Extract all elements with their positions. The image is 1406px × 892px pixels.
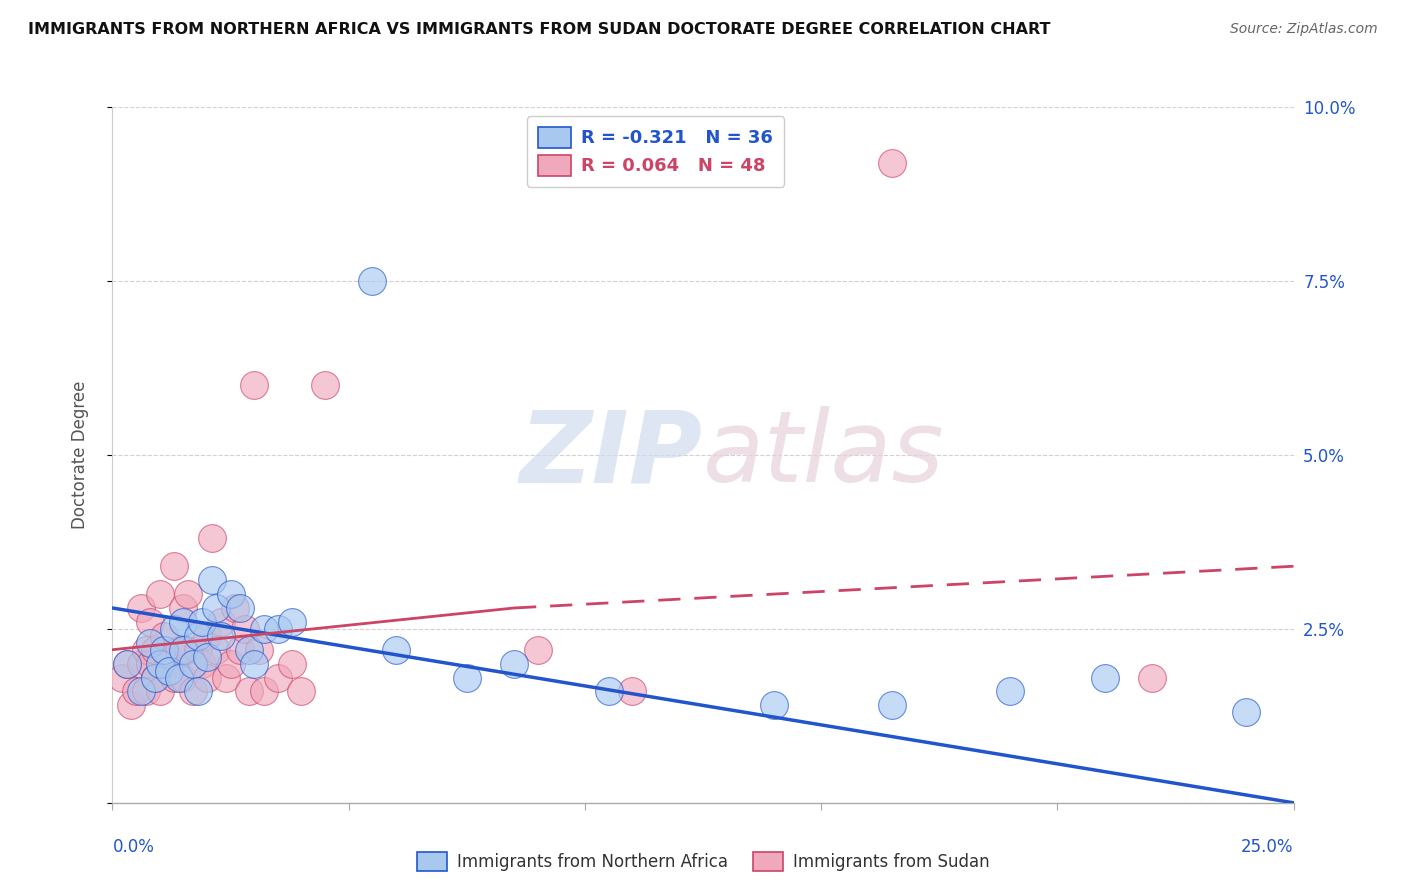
Point	[456, 671, 478, 685]
Point	[135, 642, 157, 657]
Point	[880, 698, 903, 713]
Text: ZIP: ZIP	[520, 407, 703, 503]
Point	[125, 684, 148, 698]
Point	[598, 684, 620, 698]
Point	[186, 629, 208, 643]
Point	[205, 601, 228, 615]
Point	[129, 657, 152, 671]
Point	[238, 642, 260, 657]
Point	[1094, 671, 1116, 685]
Point	[224, 601, 246, 615]
Point	[157, 657, 180, 671]
Point	[177, 642, 200, 657]
Legend: Immigrants from Northern Africa, Immigrants from Sudan: Immigrants from Northern Africa, Immigra…	[411, 846, 995, 878]
Text: 0.0%: 0.0%	[112, 838, 155, 855]
Point	[181, 684, 204, 698]
Point	[998, 684, 1021, 698]
Point	[177, 587, 200, 601]
Point	[167, 671, 190, 685]
Point	[149, 684, 172, 698]
Point	[361, 274, 384, 288]
Point	[238, 684, 260, 698]
Point	[1140, 671, 1163, 685]
Point	[129, 601, 152, 615]
Point	[385, 642, 408, 657]
Point	[167, 642, 190, 657]
Point	[281, 657, 304, 671]
Point	[195, 649, 218, 664]
Point	[219, 657, 242, 671]
Point	[139, 636, 162, 650]
Point	[149, 657, 172, 671]
Point	[115, 657, 138, 671]
Point	[153, 642, 176, 657]
Point	[143, 671, 166, 685]
Text: 25.0%: 25.0%	[1241, 838, 1294, 855]
Point	[191, 657, 214, 671]
Point	[111, 671, 134, 685]
Point	[1234, 706, 1257, 720]
Point	[880, 155, 903, 169]
Point	[163, 559, 186, 574]
Point	[195, 671, 218, 685]
Point	[314, 378, 336, 392]
Point	[229, 601, 252, 615]
Point	[186, 684, 208, 698]
Point	[120, 698, 142, 713]
Point	[503, 657, 526, 671]
Point	[191, 615, 214, 629]
Point	[186, 642, 208, 657]
Point	[181, 657, 204, 671]
Point	[209, 629, 232, 643]
Point	[219, 587, 242, 601]
Point	[172, 615, 194, 629]
Point	[243, 378, 266, 392]
Point	[143, 642, 166, 657]
Point	[253, 622, 276, 636]
Point	[157, 664, 180, 678]
Point	[253, 684, 276, 698]
Point	[267, 671, 290, 685]
Point	[243, 657, 266, 671]
Point	[526, 642, 548, 657]
Point	[139, 657, 162, 671]
Point	[281, 615, 304, 629]
Point	[233, 622, 256, 636]
Point	[172, 671, 194, 685]
Point	[201, 532, 224, 546]
Point	[215, 671, 238, 685]
Point	[149, 587, 172, 601]
Point	[153, 629, 176, 643]
Point	[172, 601, 194, 615]
Y-axis label: Doctorate Degree: Doctorate Degree	[70, 381, 89, 529]
Point	[143, 671, 166, 685]
Point	[201, 573, 224, 587]
Point	[163, 622, 186, 636]
Point	[172, 642, 194, 657]
Point	[195, 629, 218, 643]
Point	[129, 684, 152, 698]
Point	[621, 684, 644, 698]
Point	[209, 615, 232, 629]
Point	[115, 657, 138, 671]
Point	[290, 684, 312, 698]
Point	[135, 684, 157, 698]
Text: IMMIGRANTS FROM NORTHERN AFRICA VS IMMIGRANTS FROM SUDAN DOCTORATE DEGREE CORREL: IMMIGRANTS FROM NORTHERN AFRICA VS IMMIG…	[28, 22, 1050, 37]
Point	[163, 671, 186, 685]
Text: atlas: atlas	[703, 407, 945, 503]
Text: Source: ZipAtlas.com: Source: ZipAtlas.com	[1230, 22, 1378, 37]
Point	[247, 642, 270, 657]
Point	[205, 642, 228, 657]
Point	[139, 615, 162, 629]
Point	[762, 698, 785, 713]
Point	[267, 622, 290, 636]
Point	[229, 642, 252, 657]
